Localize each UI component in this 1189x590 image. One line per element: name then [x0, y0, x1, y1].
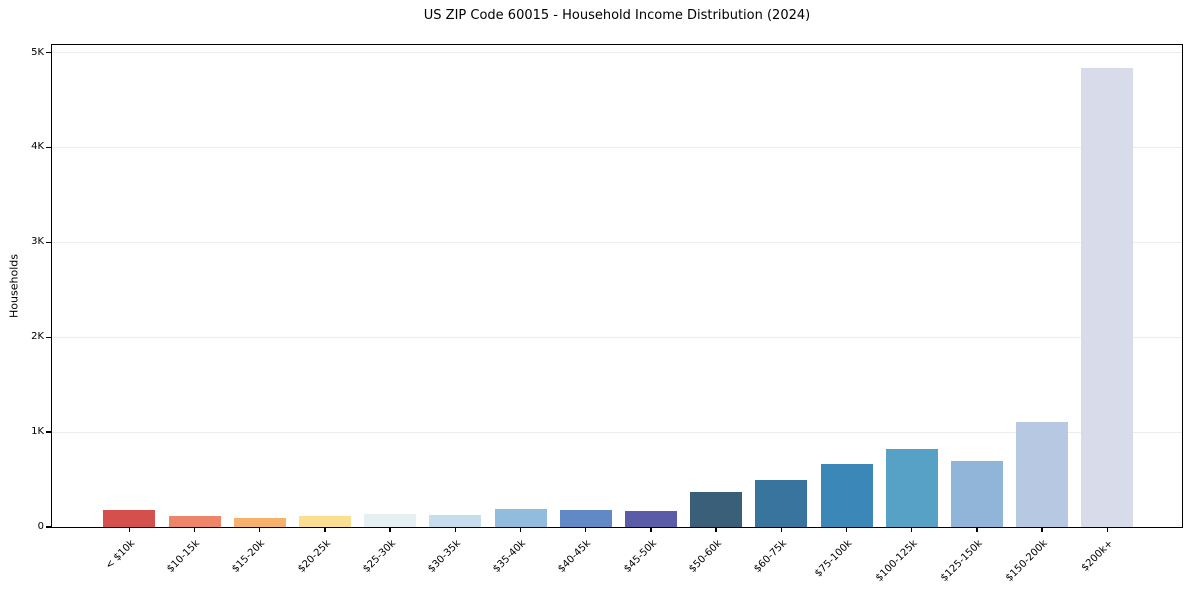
- x-tick-label: < $10k: [103, 538, 138, 572]
- bar: [690, 491, 743, 527]
- gridline: [52, 52, 1182, 53]
- x-axis-tick: [585, 527, 587, 532]
- y-axis-tick: [46, 336, 52, 338]
- chart-title: US ZIP Code 60015 - Household Income Dis…: [423, 8, 811, 23]
- x-tick-label: $60-75k: [752, 538, 790, 575]
- x-axis-tick: [128, 527, 130, 532]
- gridline: [52, 431, 1182, 433]
- x-tick-label: $150-200k: [1003, 538, 1050, 584]
- x-axis-tick: [911, 527, 913, 532]
- gridline: [52, 241, 1182, 243]
- y-axis-tick: [46, 146, 52, 149]
- bar: [1081, 67, 1134, 527]
- bar: [755, 479, 808, 527]
- x-axis-tick: [650, 527, 652, 532]
- bar: [1016, 421, 1069, 527]
- x-axis-tick: [845, 527, 848, 532]
- x-tick-label: $35-40k: [491, 538, 529, 575]
- x-axis-tick: [389, 527, 391, 532]
- x-tick-label: $50-60k: [686, 538, 724, 575]
- bar: [429, 514, 482, 527]
- x-axis-tick: [259, 527, 261, 532]
- plot-frame: [51, 44, 1183, 528]
- x-tick-label: $100-125k: [873, 538, 920, 584]
- bar: [103, 509, 156, 527]
- y-axis-tick: [46, 241, 52, 243]
- gridline: [52, 146, 1182, 148]
- bar: [494, 509, 547, 527]
- x-tick-label: $45-50k: [621, 538, 659, 575]
- bar: [364, 513, 417, 527]
- x-axis-tick: [1106, 527, 1108, 532]
- gridline: [52, 336, 1182, 338]
- x-axis-tick: [715, 527, 717, 532]
- y-axis-label: Households: [7, 254, 21, 318]
- x-tick-label: $200k+: [1079, 538, 1116, 574]
- bar: [950, 460, 1003, 527]
- y-tick-label: 4K: [31, 141, 44, 153]
- x-axis-tick: [519, 527, 522, 532]
- bar: [820, 464, 873, 527]
- bar: [885, 449, 938, 527]
- y-tick-label: 1K: [31, 426, 44, 438]
- x-axis-tick: [1041, 527, 1043, 532]
- x-tick-label: $20-25k: [295, 538, 333, 575]
- x-tick-label: $15-20k: [230, 538, 268, 575]
- x-tick-label: $125-150k: [938, 538, 985, 584]
- x-axis-tick: [780, 527, 782, 532]
- x-axis-tick: [976, 527, 978, 532]
- x-tick-label: $25-30k: [360, 538, 398, 575]
- x-axis-tick: [324, 527, 326, 532]
- x-tick-label: $40-45k: [556, 538, 594, 575]
- x-tick-label: $10-15k: [165, 538, 203, 575]
- y-tick-label: 5K: [31, 46, 44, 58]
- y-axis-tick: [46, 431, 52, 433]
- bar: [559, 509, 612, 527]
- bar: [168, 516, 221, 527]
- y-axis-tick: [46, 51, 52, 54]
- y-tick-label: 0: [37, 521, 44, 532]
- bar: [233, 517, 286, 527]
- bar: [624, 510, 677, 527]
- y-tick-label: 3K: [31, 236, 44, 248]
- y-tick-label: 2K: [31, 331, 44, 343]
- y-axis-tick: [46, 526, 52, 528]
- plot-area: 0 1K 2K 3K 4K 5K < $10k $10-15k $15-20k $20-25k $2…: [31, 44, 1183, 584]
- x-axis-tick: [193, 527, 196, 532]
- x-tick-label: $30-35k: [426, 538, 464, 575]
- bar: [298, 515, 351, 527]
- x-axis-tick: [454, 527, 456, 532]
- x-tick-label: $75-100k: [812, 538, 855, 580]
